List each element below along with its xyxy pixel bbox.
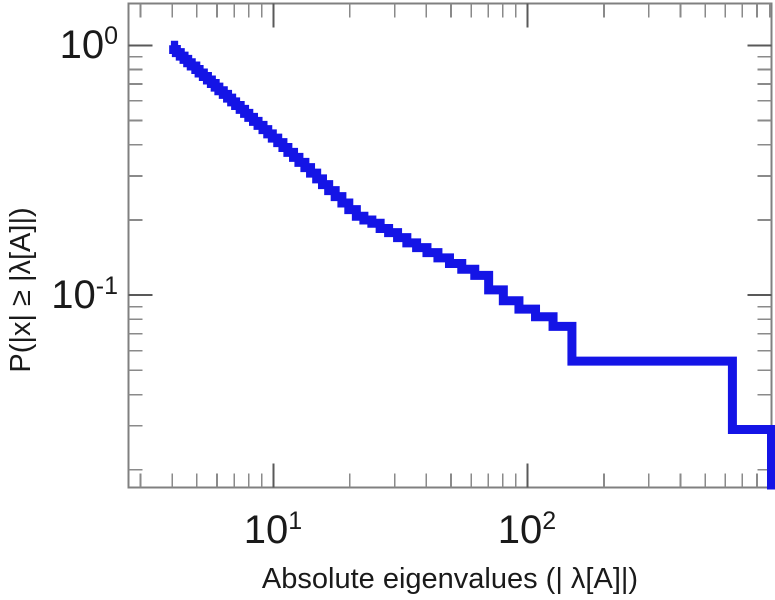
svg-text:102: 102	[498, 507, 556, 552]
y-tick-exponent-2: -1	[96, 272, 118, 300]
x-tick-label-1e2: 102	[498, 507, 556, 552]
x-axis-ticks-top	[139, 3, 771, 28]
data-series-group	[169, 40, 775, 490]
y-axis-ticks-left	[128, 44, 153, 471]
x-axis-title: Absolute eigenvalues (| λ[A]|)	[262, 563, 638, 595]
y-tick-label-1e0: 100	[60, 22, 118, 67]
svg-text:10-1: 10-1	[51, 272, 118, 317]
svg-text:100: 100	[60, 22, 118, 67]
x-axis-ticks-bottom	[139, 463, 771, 488]
x-tick-exponent-2: 2	[542, 507, 556, 535]
y-axis-title: P(|x| ≥ |λ[A]|)	[5, 207, 37, 372]
plot-frame	[127, 2, 773, 489]
ccdf-step-line	[169, 40, 775, 490]
y-tick-mantissa-1: 10	[60, 23, 105, 67]
y-tick-mantissa-2: 10	[51, 273, 96, 317]
y-tick-label-1e-1: 10-1	[51, 272, 118, 317]
svg-text:101: 101	[244, 507, 302, 552]
x-tick-mantissa-1: 10	[244, 508, 289, 552]
y-axis-ticks-right	[747, 44, 772, 471]
x-tick-label-1e1: 101	[244, 507, 302, 552]
x-tick-exponent-1: 1	[288, 507, 302, 535]
y-tick-exponent-1: 0	[104, 22, 118, 50]
x-tick-mantissa-2: 10	[498, 508, 543, 552]
